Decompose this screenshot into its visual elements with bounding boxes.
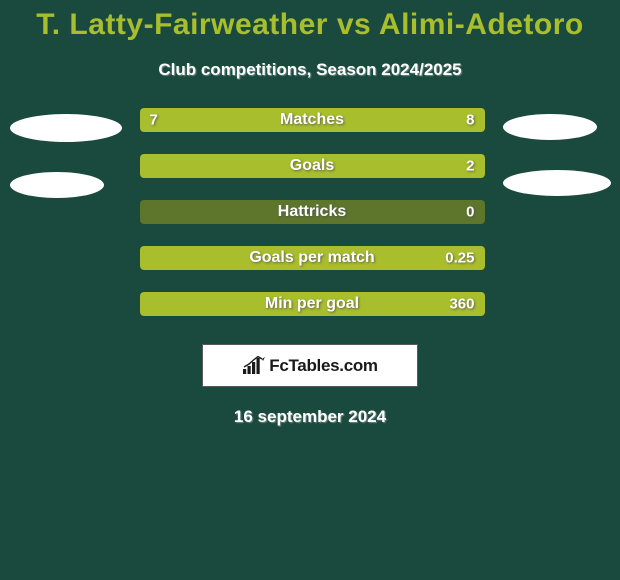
team-badge <box>10 172 104 198</box>
stat-label: Goals per match <box>249 249 374 267</box>
comparison-infographic: T. Latty-Fairweather vs Alimi-Adetoro Cl… <box>0 0 620 580</box>
stat-row: Goals 2 <box>140 154 485 178</box>
source-logo: FcTables.com <box>202 344 418 387</box>
stat-row: Min per goal 360 <box>140 292 485 316</box>
page-title: T. Latty-Fairweather vs Alimi-Adetoro <box>0 8 620 42</box>
stat-label: Matches <box>280 111 344 129</box>
bar-chart-icon <box>242 356 266 376</box>
subtitle: Club competitions, Season 2024/2025 <box>0 60 620 80</box>
stat-label: Min per goal <box>265 295 359 313</box>
right-team-badges <box>503 108 611 196</box>
stat-value-right: 360 <box>449 296 474 313</box>
logo-text: FcTables.com <box>269 356 378 376</box>
stat-value-right: 8 <box>466 112 474 129</box>
left-team-badges <box>10 108 122 198</box>
stat-row: Matches 7 8 <box>140 108 485 132</box>
stat-bars: Matches 7 8 Goals 2 Hattricks 0 Goals per match… <box>140 108 485 316</box>
team-badge <box>503 170 611 196</box>
stat-label: Goals <box>290 157 334 175</box>
stat-row: Hattricks 0 <box>140 200 485 224</box>
team-badge <box>10 114 122 142</box>
stat-row: Goals per match 0.25 <box>140 246 485 270</box>
team-badge <box>503 114 597 140</box>
generation-date: 16 september 2024 <box>0 407 620 427</box>
stat-value-right: 0.25 <box>445 250 474 267</box>
chart-area: Matches 7 8 Goals 2 Hattricks 0 Goals per match… <box>0 108 620 316</box>
stat-value-left: 7 <box>150 112 158 129</box>
stat-label: Hattricks <box>278 203 346 221</box>
stat-value-right: 2 <box>466 158 474 175</box>
stat-value-right: 0 <box>466 204 474 221</box>
